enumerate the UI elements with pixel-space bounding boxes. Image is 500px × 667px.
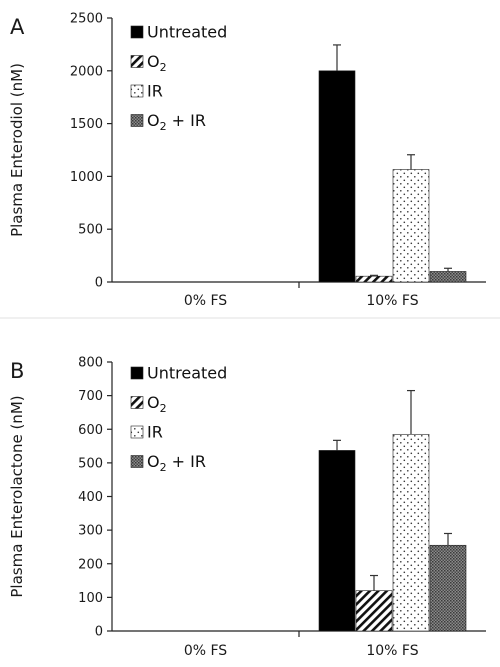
y-tick-label: 2000 (70, 64, 103, 79)
panel-label: B (10, 359, 24, 383)
legend-label-suffix: + IR (167, 111, 206, 130)
y-tick-label: 300 (78, 524, 103, 539)
y-tick-label: 700 (78, 389, 103, 404)
bar-o2ir (429, 544, 467, 632)
legend-label-main: IR (147, 423, 163, 442)
y-tick-label: 1000 (70, 170, 103, 185)
bar-ir (392, 433, 430, 632)
legend-label-main: O (147, 452, 160, 471)
legend-label-subscript: 2 (160, 402, 167, 415)
panel-label: A (10, 15, 25, 39)
y-tick-label: 200 (78, 557, 103, 572)
bar-o2 (355, 275, 393, 283)
legend-swatch-o2ir (130, 114, 144, 127)
legend-label-main: IR (147, 82, 163, 101)
x-category-label: 10% FS (366, 643, 418, 659)
y-tick-label: 0 (95, 625, 103, 640)
legend-swatch-o2ir (130, 455, 144, 468)
y-tick-label: 1500 (70, 117, 103, 132)
legend-label-untreated: Untreated (147, 23, 227, 42)
y-tick-label: 500 (78, 223, 103, 238)
legend-swatch-o2 (130, 396, 144, 409)
legend-label-subscript: 2 (160, 461, 167, 474)
legend-label-o2ir: O2 + IR (147, 111, 206, 133)
x-category-label: 0% FS (184, 293, 227, 309)
legend-swatch-o2 (130, 55, 144, 68)
legend-label-o2ir: O2 + IR (147, 452, 206, 474)
legend-swatch-ir (130, 425, 144, 439)
legend-label-suffix: + IR (167, 452, 206, 471)
y-tick-label: 400 (78, 490, 103, 505)
legend-label-main: Untreated (147, 23, 227, 42)
legend-label-main: O (147, 52, 160, 71)
legend-label-main: Untreated (147, 364, 227, 383)
legend-swatch-ir (130, 84, 144, 98)
legend-label-ir: IR (147, 423, 163, 442)
legend-label-o2: O2 (147, 52, 167, 74)
bar-ir (392, 169, 430, 283)
y-tick-label: 600 (78, 423, 103, 438)
y-tick-label: 800 (78, 356, 103, 371)
y-axis-label: Plasma Enterolactone (nM) (8, 395, 26, 597)
legend-label-subscript: 2 (160, 61, 167, 74)
bar-untreated (318, 450, 356, 632)
bar-untreated (318, 70, 356, 283)
x-category-label: 10% FS (366, 293, 418, 309)
legend-swatch-untreated (130, 366, 144, 380)
legend-label-subscript: 2 (160, 120, 167, 133)
y-axis-label: Plasma Enterodiol (nM) (8, 63, 26, 237)
y-tick-label: 500 (78, 456, 103, 471)
y-tick-label: 100 (78, 591, 103, 606)
legend-label-main: O (147, 393, 160, 412)
y-tick-label: 2500 (70, 12, 103, 27)
legend-label-main: O (147, 111, 160, 130)
chart-panel-a: A Plasma Enterodiol (nM) 0 500 1000 1500 2000 2… (8, 12, 486, 309)
legend-label-ir: IR (147, 82, 163, 101)
bar-o2ir (429, 271, 467, 283)
chart-panel-b: B Plasma Enterolactone (nM) 0 100 200 300 400 5… (8, 356, 486, 659)
legend-swatch-untreated (130, 25, 144, 39)
x-category-label: 0% FS (184, 643, 227, 659)
legend-label-untreated: Untreated (147, 364, 227, 383)
y-tick-label: 0 (95, 276, 103, 291)
bar-o2 (355, 590, 393, 632)
legend-label-o2: O2 (147, 393, 167, 415)
